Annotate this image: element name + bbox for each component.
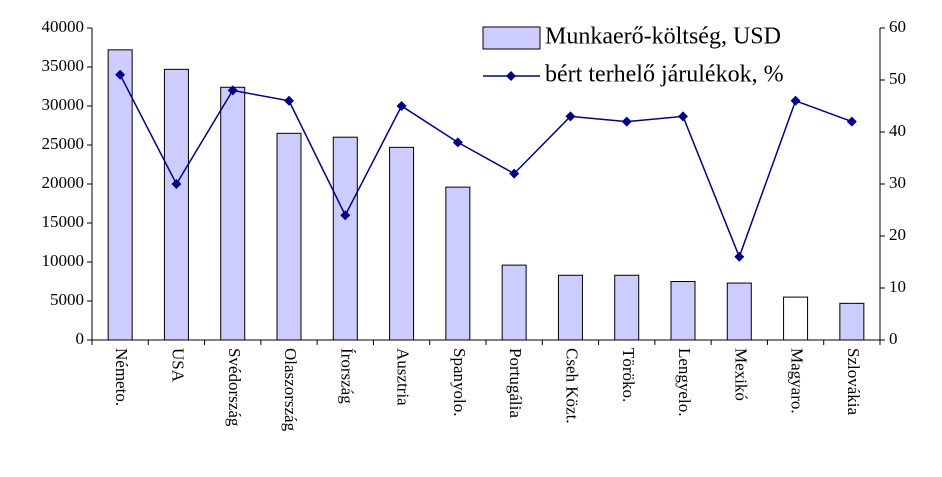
bar	[614, 274, 640, 341]
y2-tick-label: 20	[889, 225, 906, 244]
marker	[509, 168, 520, 179]
marker	[452, 137, 463, 148]
line	[119, 74, 853, 259]
bar	[163, 68, 189, 341]
bar	[107, 49, 133, 341]
x-tick-label: Lengyelo.	[675, 348, 694, 416]
x-tick-label: Svédország	[225, 348, 244, 427]
bar	[670, 281, 696, 341]
legend-label: bért terhelő járulékok, %	[545, 62, 784, 88]
y-tick-label: 35000	[42, 56, 85, 75]
marker	[396, 101, 407, 111]
bar	[726, 282, 752, 341]
marker	[284, 95, 294, 106]
x-tick-label: Töröko.	[619, 348, 638, 402]
y2-tick-label: 10	[889, 277, 906, 296]
y-tick-label: 15000	[42, 212, 85, 231]
x-tick-label: Magyaro.	[788, 348, 807, 414]
bar	[445, 186, 471, 341]
bar	[557, 274, 583, 341]
marker	[115, 69, 126, 80]
marker	[790, 95, 801, 106]
y-tick-label: 0	[76, 329, 85, 348]
marker	[340, 210, 351, 221]
bar	[220, 86, 246, 341]
bar	[276, 132, 302, 341]
y-tick-label: 40000	[42, 17, 85, 36]
x-tick-label: Írország	[337, 348, 356, 404]
bar	[332, 136, 358, 341]
marker	[171, 179, 182, 189]
y2-tick-label: 30	[889, 173, 906, 192]
marker	[678, 111, 688, 122]
x-tick-label: Olaszország	[281, 348, 300, 432]
marker	[734, 251, 745, 262]
marker	[846, 116, 857, 127]
y2-tick-label: 40	[889, 121, 906, 140]
y-tick-label: 30000	[42, 95, 85, 114]
y2-tick-label: 0	[889, 329, 898, 348]
marker	[227, 85, 238, 96]
x-tick-label: Portugália	[506, 348, 525, 418]
legend-label: Munkaerő-költség, USD	[545, 24, 781, 50]
x-tick-label: Cseh Közt.	[563, 348, 582, 424]
x-tick-label: Szlovákia	[844, 348, 863, 415]
y2-tick-label: 60	[889, 17, 906, 36]
x-tick-label: Spanyolo.	[450, 348, 469, 416]
marker	[621, 116, 632, 127]
y-tick-label: 10000	[42, 251, 85, 270]
x-tick-label: USA	[169, 348, 188, 383]
x-tick-label: Németo.	[112, 348, 131, 406]
y-tick-label: 5000	[50, 290, 84, 309]
y-tick-label: 25000	[42, 134, 85, 153]
bar	[839, 302, 865, 341]
bar	[389, 146, 415, 341]
bar	[783, 296, 809, 341]
legend-marker	[506, 71, 516, 81]
marker	[565, 111, 576, 122]
legend-swatch	[482, 26, 541, 50]
x-tick-label: Mexikó	[731, 348, 750, 401]
x-tick-label: Ausztria	[394, 348, 413, 406]
y-tick-label: 20000	[42, 173, 85, 192]
bar	[501, 264, 527, 341]
y2-tick-label: 50	[889, 69, 906, 88]
